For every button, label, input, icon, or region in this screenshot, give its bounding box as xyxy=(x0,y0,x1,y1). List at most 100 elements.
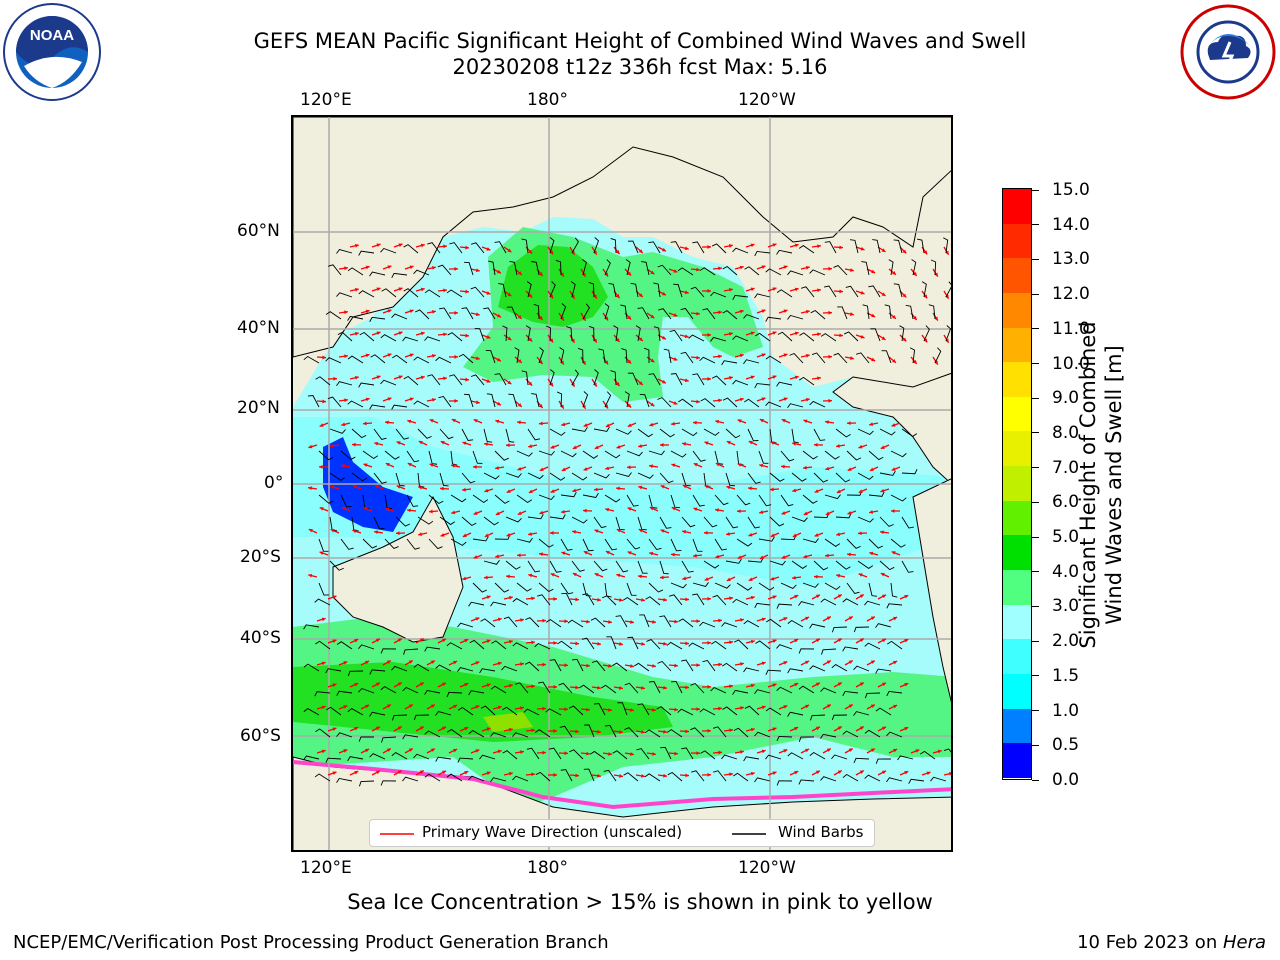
wind-barb xyxy=(606,636,617,650)
wave-direction-arrowhead xyxy=(792,533,797,538)
wave-direction-arrowhead xyxy=(718,662,722,667)
wave-direction-arrowhead xyxy=(484,533,489,537)
wave-direction-arrowhead xyxy=(616,528,621,533)
wind-barb xyxy=(722,662,738,672)
wind-barb xyxy=(325,357,342,364)
wave-direction-arrowhead xyxy=(828,310,832,315)
wind-barb xyxy=(666,641,683,650)
wave-direction-arrowhead xyxy=(772,331,777,335)
wind-barb xyxy=(485,350,496,364)
wind-barb xyxy=(648,582,664,593)
colorbar-segment xyxy=(1003,189,1031,224)
wave-direction-arrowhead xyxy=(354,243,359,248)
wave-direction-arrowhead xyxy=(707,596,711,601)
wave-direction-arrowhead xyxy=(815,638,820,643)
wave-direction-arrowhead xyxy=(859,726,864,730)
wave-direction-arrowhead xyxy=(496,357,501,362)
wind-barb xyxy=(681,747,694,760)
wave-direction-arrowhead xyxy=(660,575,664,580)
wind-barb xyxy=(593,369,599,386)
wind-barb xyxy=(743,359,760,365)
wave-direction-arrowhead xyxy=(826,748,831,752)
wave-direction-arrowhead xyxy=(748,440,753,445)
wind-barb xyxy=(384,538,399,549)
wind-barb xyxy=(474,328,485,342)
wind-barb xyxy=(842,730,859,738)
wave-direction-arrowhead xyxy=(594,529,599,533)
wave-direction-arrowhead xyxy=(650,358,655,363)
wave-direction-arrowhead xyxy=(904,727,909,731)
wind-barb xyxy=(853,626,870,633)
wave-direction-arrowhead xyxy=(904,639,909,643)
wave-direction-arrowhead xyxy=(937,749,942,754)
wind-barb xyxy=(523,708,540,716)
wind-barb xyxy=(509,260,518,276)
wave-direction-arrowhead xyxy=(561,467,566,472)
wind-barb xyxy=(670,373,683,386)
wind-barb xyxy=(325,668,342,674)
colorbar-tick-label: 10.0 xyxy=(1052,353,1090,374)
wave-direction-arrowhead xyxy=(486,683,491,688)
wind-barb xyxy=(736,582,753,591)
wave-direction-arrowhead xyxy=(572,488,577,493)
wind-barb xyxy=(490,777,507,783)
wind-barb xyxy=(849,239,859,254)
wind-barb xyxy=(582,538,594,552)
wave-direction-arrowhead xyxy=(586,751,590,756)
wave-direction-arrowhead xyxy=(858,573,863,577)
wind-barb xyxy=(722,706,738,716)
wind-barb xyxy=(813,472,829,483)
wind-barb xyxy=(690,286,705,298)
wind-barb xyxy=(527,428,541,441)
colorbar-tick-mark xyxy=(1032,605,1039,607)
wind-barb xyxy=(802,494,818,504)
wave-direction-arrowhead xyxy=(794,375,799,380)
wind-barb xyxy=(626,494,639,507)
wave-direction-arrowhead xyxy=(583,467,588,471)
wave-direction-arrowhead xyxy=(553,729,557,733)
wind-barb xyxy=(307,395,320,408)
wind-barb xyxy=(457,667,474,672)
wave-direction-arrowhead xyxy=(641,598,645,602)
wave-direction-arrowhead xyxy=(627,507,632,511)
lat-label-0: 0° xyxy=(264,473,284,493)
wind-barb xyxy=(391,404,408,410)
wave-direction-arrowhead xyxy=(553,773,557,777)
wind-barb xyxy=(842,690,859,697)
wave-direction-arrowhead xyxy=(650,314,655,319)
wind-barb xyxy=(502,750,518,760)
wind-barb xyxy=(560,492,577,498)
wind-barb xyxy=(303,708,320,716)
lon-label-bottom-180: 180° xyxy=(527,858,568,878)
wave-direction-arrowhead xyxy=(332,683,337,687)
wind-barb xyxy=(413,753,430,760)
wind-barb xyxy=(336,292,353,298)
wind-barb xyxy=(593,472,610,479)
wave-direction-arrowhead xyxy=(850,312,854,316)
wave-direction-arrowhead xyxy=(528,293,533,298)
colorbar-tick-mark xyxy=(1032,675,1039,677)
wave-direction-arrowhead xyxy=(739,353,744,358)
wave-direction-arrowhead xyxy=(582,404,586,409)
wave-direction-arrowhead xyxy=(396,531,400,536)
wind-barb xyxy=(648,681,661,694)
wind-barb xyxy=(802,450,818,460)
wave-direction-arrowhead xyxy=(430,704,435,709)
wind-barb xyxy=(799,376,815,386)
wave-direction-arrowhead xyxy=(892,359,896,363)
wave-direction-arrowhead xyxy=(495,466,499,470)
wind-barb xyxy=(516,537,533,543)
wind-barb xyxy=(637,560,648,574)
wave-direction-arrowhead xyxy=(759,555,764,560)
wave-direction-and-wind-barb-field xyxy=(303,237,951,787)
wind-barb xyxy=(567,619,584,628)
wind-barb xyxy=(494,582,510,593)
wind-barb xyxy=(754,689,771,695)
wave-direction-arrowhead xyxy=(564,619,568,624)
wind-barb xyxy=(391,272,408,279)
wave-direction-arrowhead xyxy=(696,751,700,756)
wind-barb xyxy=(402,336,419,342)
wave-direction-arrowhead xyxy=(858,531,862,536)
wave-direction-arrowhead xyxy=(430,660,435,665)
wave-direction-arrowhead xyxy=(330,443,334,448)
